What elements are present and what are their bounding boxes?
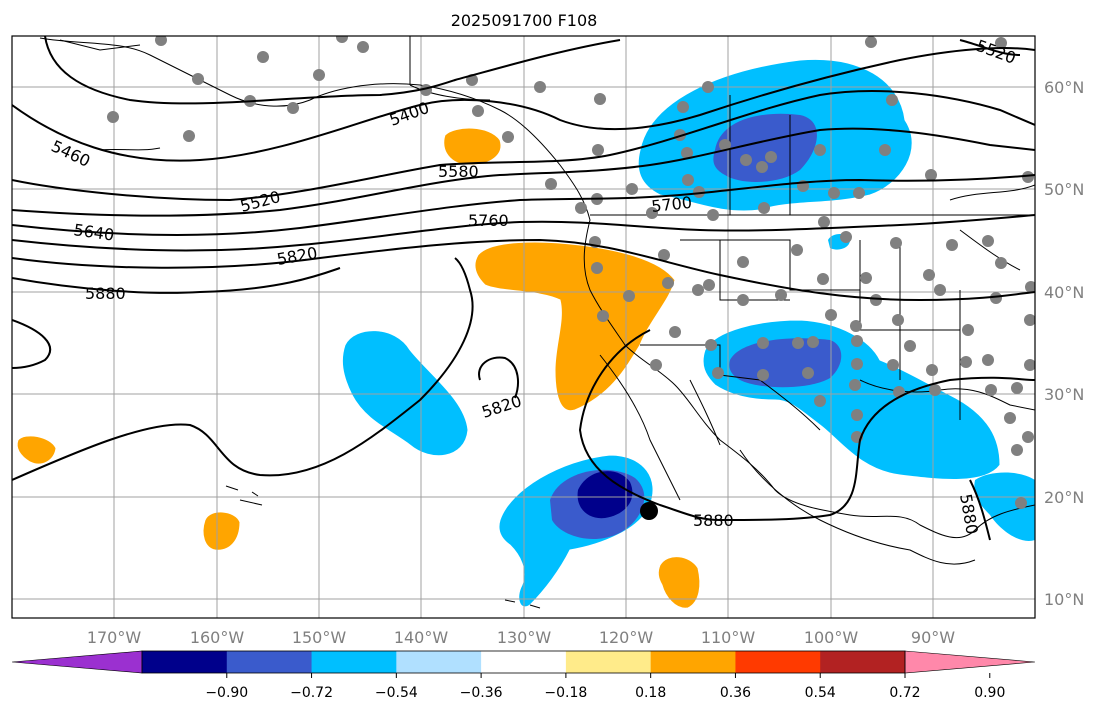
lon-label: 170°W (87, 628, 142, 647)
colorbar-tick-label: 0.90 (974, 685, 1005, 701)
contour-label-5760: 5760 (468, 211, 509, 230)
lon-label: 160°W (190, 628, 245, 647)
height-contours (12, 36, 1035, 541)
anomaly-orange-hawaii-west (16, 435, 57, 465)
colorbar-segment (820, 651, 906, 673)
colorbar-extend-high (904, 650, 1036, 674)
lat-label: 40°N (1044, 283, 1084, 302)
lat-label: 10°N (1044, 590, 1084, 609)
colorbar-tick-label: −0.18 (544, 685, 587, 701)
contour-label-5880-west: 5880 (85, 284, 126, 303)
colorbar-segment (481, 651, 567, 673)
colorbar-ticks: −0.90 −0.72 −0.54 −0.36 −0.18 0.18 0.36 0.54 0.7… (205, 673, 1005, 701)
lon-label: 110°W (701, 628, 756, 647)
lon-label: 120°W (599, 628, 654, 647)
colorbar-segment (311, 651, 397, 673)
lat-label: 60°N (1044, 78, 1084, 97)
colorbar-segment (142, 651, 228, 673)
positive-anomaly-regions (16, 127, 701, 609)
map-frame (11, 35, 1036, 619)
contour-label-5880-mexico: 5880 (693, 511, 734, 530)
colorbar-tick-label: −0.90 (205, 685, 248, 701)
colorbar-segment (735, 651, 821, 673)
colorbar-tick-label: 0.54 (805, 685, 836, 701)
lat-label: 30°N (1044, 385, 1084, 404)
lon-label: 140°W (394, 628, 449, 647)
colorbar-segment (565, 651, 652, 673)
anomaly-darkblue-hurricane (577, 471, 633, 519)
longitude-labels: 170°W 160°W 150°W 140°W 130°W 120°W 110°… (87, 628, 955, 647)
colorbar-tick-label: 0.72 (889, 685, 920, 701)
colorbar-tick-label: −0.72 (290, 685, 333, 701)
lon-label: 90°W (911, 628, 955, 647)
colorbar-tick-label: 0.18 (635, 685, 666, 701)
colorbar-segment (226, 651, 313, 673)
lat-label: 20°N (1044, 488, 1084, 507)
lon-label: 130°W (497, 628, 552, 647)
lat-label: 50°N (1044, 180, 1084, 199)
colorbar-segment (650, 651, 736, 673)
station-markers (107, 36, 1035, 509)
colorbar-tick-label: −0.54 (375, 685, 418, 701)
anomaly-orange-gulf-alaska (443, 127, 502, 166)
anomaly-blue-pacific (341, 330, 469, 457)
colorbar-frame (141, 650, 906, 674)
storm-center-dot (640, 502, 658, 520)
colorbar (11, 650, 1036, 674)
lon-label: 150°W (292, 628, 347, 647)
lon-label: 100°W (804, 628, 859, 647)
anomaly-blue-gulf-east (974, 472, 1035, 541)
colorbar-tick-label: 0.36 (720, 685, 751, 701)
contour-label-5700: 5700 (650, 193, 692, 216)
anomaly-orange-hawaii (202, 511, 241, 551)
graticule (12, 36, 1035, 618)
contour-label-5580: 5580 (438, 162, 479, 181)
colorbar-segment (396, 651, 482, 673)
figure-title: 2025091700 F108 (451, 11, 598, 30)
colorbar-tick-label: −0.36 (460, 685, 503, 701)
latitude-labels: 60°N 50°N 40°N 30°N 20°N 10°N (1044, 78, 1084, 609)
negative-anomaly-regions (341, 58, 1035, 608)
anomaly-orange-east-pacific (657, 556, 701, 609)
map-area: 5400 5460 5520 5520 5580 5640 5700 5760 … (12, 36, 1035, 618)
anomaly-midblue-canada (713, 113, 817, 182)
colorbar-extend-low (11, 650, 143, 674)
